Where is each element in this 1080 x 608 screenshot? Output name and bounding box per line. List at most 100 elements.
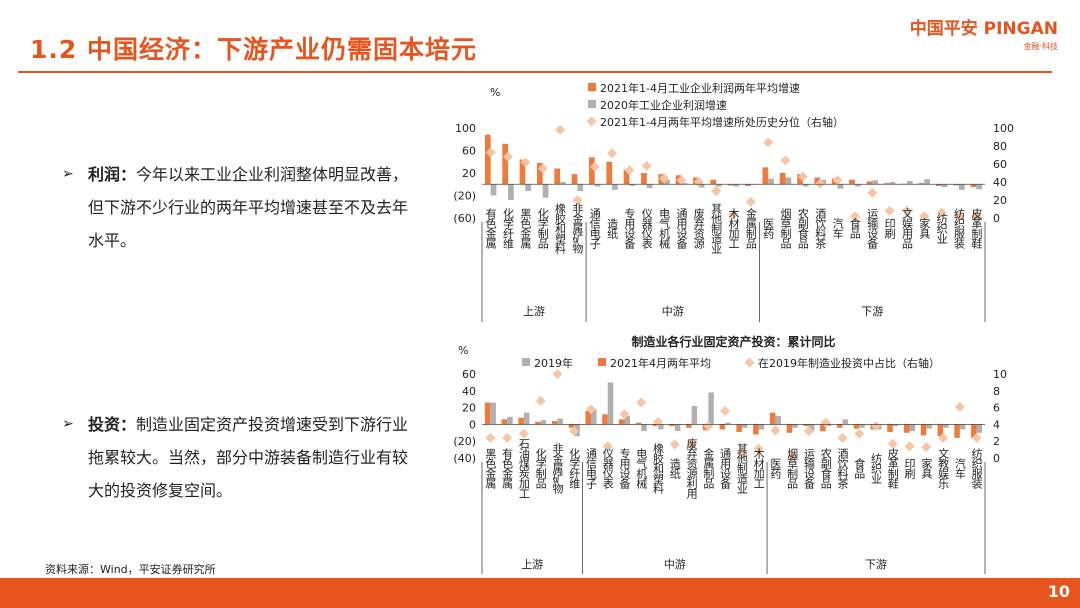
bar-gray	[594, 184, 601, 187]
bar-gray	[733, 184, 740, 187]
axis-unit: %	[490, 86, 500, 99]
legend-marker	[588, 100, 596, 108]
bar-gray	[768, 178, 774, 185]
bar-orange	[849, 179, 855, 185]
bar-orange	[935, 184, 942, 186]
diamond-point	[641, 160, 652, 171]
bar-orange	[501, 419, 508, 425]
diamond-point	[815, 178, 826, 189]
bar-gray	[542, 184, 549, 198]
category-label: 石油煤炭加工	[517, 438, 530, 498]
axis-unit: %	[458, 344, 468, 357]
bar-orange	[803, 424, 809, 427]
bar-gray	[976, 424, 983, 433]
diamond-point	[703, 421, 714, 432]
y-tick-left: (60)	[453, 212, 476, 225]
y-tick-right: 40	[993, 176, 1007, 189]
y-tick-right: 80	[993, 140, 1007, 153]
bar-orange	[786, 424, 793, 433]
diamond-point	[837, 432, 848, 443]
bar-gray	[889, 182, 896, 185]
diamond-point	[572, 195, 583, 205]
category-label: 纺织业	[870, 452, 883, 483]
bar-gray	[976, 184, 983, 190]
source-note: 资料来源：Wind，平安证券研究所	[45, 563, 216, 576]
diamond-point	[780, 155, 791, 166]
chart-title: 制造业各行业固定资产投资：累计同比	[631, 334, 835, 349]
category-label: 黑色金属	[484, 448, 497, 490]
y-tick-left: (20)	[453, 435, 476, 448]
category-label: 农副食品	[796, 207, 809, 249]
bar-orange	[536, 162, 543, 185]
category-label: 皮革制鞋	[886, 448, 899, 490]
bar-orange	[762, 167, 769, 185]
bar-orange	[669, 424, 675, 427]
category-label: 化学制品	[534, 447, 547, 489]
diamond-point	[921, 442, 932, 453]
bar-gray	[775, 416, 781, 425]
bar-orange	[568, 424, 575, 428]
diamond-point	[770, 425, 781, 436]
category-label: 烟草制品	[786, 447, 799, 489]
bar-orange	[635, 422, 642, 425]
bar-orange	[753, 424, 759, 435]
category-label: 纺织服装	[952, 207, 965, 250]
bar-orange	[937, 424, 944, 437]
bar-orange	[883, 183, 890, 185]
bar-gray	[557, 418, 563, 425]
legend-marker	[744, 357, 755, 368]
diamond-point	[763, 137, 774, 148]
bar-orange	[727, 184, 734, 186]
category-label: 其他制造业	[710, 203, 723, 253]
category-label: 仪器仪表	[640, 208, 653, 250]
group-label: 下游	[865, 558, 887, 571]
diamond-point	[728, 209, 739, 220]
legend-marker	[522, 358, 530, 366]
investment-chart: 制造业各行业固定资产投资：累计同比 2019年 2021年4月两年平均 在2019年制…	[453, 334, 1007, 574]
category-label: 运输设备	[802, 448, 815, 490]
bar-gray	[508, 184, 514, 200]
diamond-point	[919, 211, 930, 222]
category-label: 废弃资源利用	[685, 437, 698, 500]
category-label: 木材加工	[727, 208, 740, 248]
bar-orange	[686, 424, 692, 428]
category-label: 电气机械	[635, 448, 648, 490]
diamond-point	[849, 211, 860, 222]
bar-orange	[820, 424, 826, 432]
category-label: 汽车	[953, 457, 966, 480]
bar-orange	[918, 183, 925, 185]
group-label: 下游	[861, 305, 883, 318]
legend-label: 2020年工业企业利润增速	[600, 98, 727, 112]
category-label: 金属制品	[702, 447, 715, 489]
category-label: 专用设备	[618, 447, 631, 490]
bar-gray	[590, 409, 597, 425]
bar-orange	[836, 424, 843, 428]
category-label: 造纸	[668, 457, 681, 479]
y-tick-left: 60	[462, 145, 476, 158]
bar-gray	[646, 184, 653, 189]
diamond-point	[586, 404, 596, 415]
group-label: 中游	[664, 558, 686, 571]
category-label: 金属制品	[744, 207, 757, 249]
diamond-point	[936, 207, 947, 218]
bar-gray	[490, 184, 497, 196]
y-tick-left: 0	[469, 418, 476, 431]
y-tick-right: 0	[993, 212, 1000, 225]
diamond-point	[676, 175, 687, 186]
bar-orange	[641, 173, 647, 185]
bar-gray	[906, 180, 913, 185]
diamond-point	[636, 397, 647, 408]
bar-orange	[920, 424, 927, 436]
diamond-point	[619, 409, 630, 420]
category-label: 橡胶和塑料	[554, 203, 567, 255]
diamond-point	[954, 401, 965, 412]
page-number: 10	[1047, 582, 1070, 601]
category-label: 医药	[769, 458, 782, 480]
category-label: 非金属矿物	[551, 443, 564, 494]
category-label: 通信电子	[588, 208, 601, 249]
category-label: 印刷	[903, 458, 916, 479]
bar-gray	[525, 184, 532, 191]
diamond-point	[535, 395, 546, 406]
diamond-point	[503, 151, 513, 162]
category-label: 废弃资源	[692, 207, 705, 250]
